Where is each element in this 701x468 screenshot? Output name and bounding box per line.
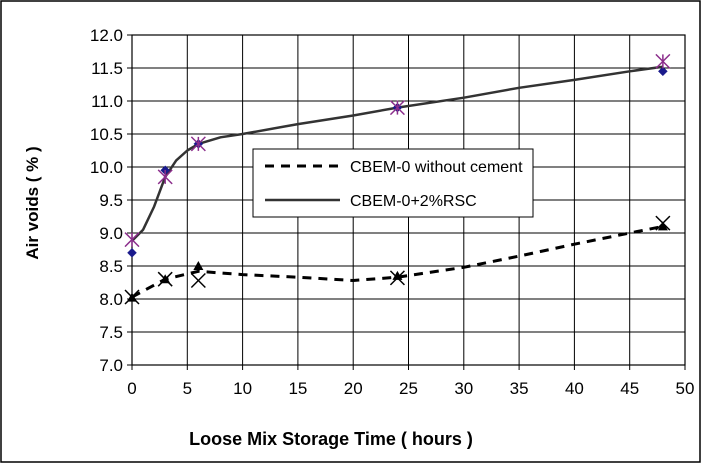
x-axis-ticks: 0 5 10 15 20 25 30 35 40 45 50	[127, 365, 694, 398]
data-point-triangle	[193, 261, 204, 270]
data-point-x	[389, 270, 405, 286]
legend-label-series-1: CBEM-0 without cement	[350, 159, 523, 176]
y-tick-label: 10.5	[90, 125, 123, 144]
data-point-x	[655, 215, 671, 231]
data-point-x	[190, 272, 206, 289]
y-tick-label: 7.5	[99, 323, 123, 342]
x-tick-label: 50	[676, 379, 695, 398]
x-tick-label: 5	[183, 379, 192, 398]
x-tick-label: 35	[510, 379, 529, 398]
data-point-triangle	[392, 270, 403, 280]
y-tick-label: 8.5	[99, 257, 123, 276]
y-tick-label: 8.0	[99, 290, 123, 309]
legend-box	[252, 148, 534, 218]
y-axis-ticks: 7.0 7.5 8.0 8.5 9.0 9.5 10.0 10.5 11.0 11.5 12.0	[90, 26, 132, 375]
legend-label-series-2: CBEM-0+2%RSC	[350, 193, 477, 210]
x-tick-label: 45	[620, 379, 639, 398]
data-point-diamond	[127, 247, 137, 258]
x-tick-label: 0	[127, 379, 136, 398]
x-tick-label: 40	[565, 379, 584, 398]
y-tick-label: 12.0	[90, 26, 123, 45]
x-axis-label: Loose Mix Storage Time ( hours )	[189, 429, 473, 449]
x-tick-label: 20	[344, 379, 363, 398]
y-tick-label: 11.0	[91, 92, 123, 111]
y-tick-label: 9.5	[99, 191, 123, 210]
data-point-star	[389, 100, 405, 116]
data-point-x	[157, 271, 173, 287]
data-point-triangle	[657, 221, 668, 231]
y-tick-label: 7.0	[99, 356, 123, 375]
data-point-star	[190, 136, 206, 152]
data-point-x	[124, 289, 140, 305]
x-tick-label: 30	[454, 379, 473, 398]
y-axis-label: Air voids ( % )	[23, 146, 42, 259]
y-tick-label: 11.5	[91, 59, 123, 78]
y-tick-label: 9.0	[99, 224, 123, 243]
series-line-1	[131, 224, 664, 299]
x-tick-label: 10	[233, 379, 252, 398]
x-tick-label: 25	[399, 379, 418, 398]
marker-layer	[124, 53, 671, 305]
data-point-star	[157, 169, 173, 185]
data-point-star	[124, 232, 140, 248]
y-tick-label: 10.0	[90, 158, 123, 177]
data-point-star	[655, 53, 671, 69]
series-layer	[131, 65, 664, 299]
legend: CBEM-0 without cement CBEM-0+2%RSC	[252, 148, 534, 218]
x-tick-label: 15	[288, 379, 307, 398]
data-point-diamond	[658, 66, 668, 77]
series-line-2	[131, 65, 664, 242]
